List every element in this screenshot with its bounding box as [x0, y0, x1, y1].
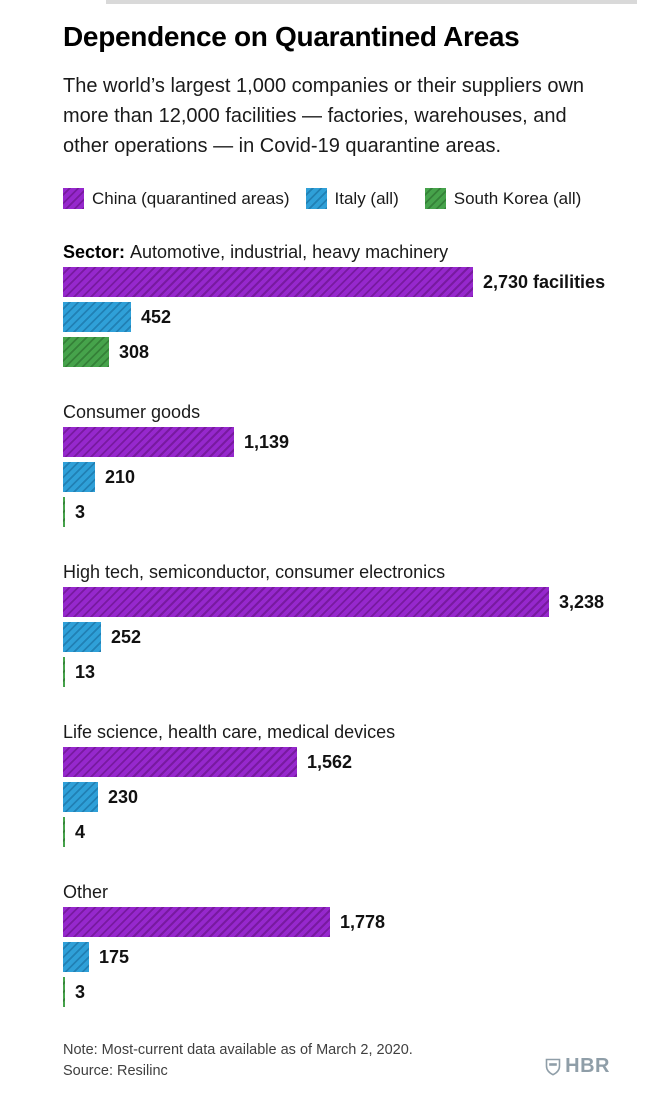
legend-label: Italy (all): [334, 188, 399, 208]
bar-row: 230: [63, 782, 610, 812]
bar-value-label: 1,778: [340, 911, 386, 932]
page-edge-strip: [106, 0, 637, 4]
bar-row: 308: [63, 337, 610, 367]
chart-group: Other 1,778 175 3: [63, 880, 610, 1007]
bar-value-label: 210: [105, 466, 136, 487]
group-label-text: High tech, semiconductor, consumer elect…: [63, 562, 446, 582]
group-label: High tech, semiconductor, consumer elect…: [63, 560, 610, 584]
china-bar: [63, 907, 330, 937]
bar-value-label: 230: [108, 786, 139, 807]
italy-swatch-icon: [305, 188, 327, 209]
page-title: Dependence on Quarantined Areas: [63, 21, 520, 52]
italy-bar: [63, 782, 98, 812]
hbr-logo-text: HBR: [565, 1055, 610, 1077]
chart-group: High tech, semiconductor, consumer elect…: [63, 560, 610, 687]
south-korea-bar: [63, 657, 65, 687]
bar-row: 13: [63, 657, 610, 687]
bar-value-label: 2,730 facilities: [483, 271, 606, 292]
bar-value-label: 308: [119, 341, 150, 362]
group-label-text: Life science, health care, medical devic…: [63, 722, 396, 742]
bar-row: 3,238: [63, 587, 610, 617]
legend-item-italy: Italy (all): [305, 188, 399, 209]
group-bars: 2,730 facilities 452 308: [63, 267, 610, 367]
south-korea-bar: [63, 337, 109, 367]
china-swatch-icon: [63, 188, 84, 209]
bar-value-label: 252: [111, 626, 142, 647]
legend-item-south-korea: South Korea (all): [424, 188, 582, 209]
chart: Sector: Automotive, industrial, heavy ma…: [63, 240, 610, 1007]
group-label: Other: [63, 880, 610, 904]
group-label-prefix: Sector:: [63, 242, 131, 262]
italy-bar: [63, 622, 101, 652]
bar-row: 210: [63, 462, 610, 492]
china-bar: [63, 747, 297, 777]
italy-bar: [63, 302, 131, 332]
group-bars: 1,139 210 3: [63, 427, 610, 527]
bar-value-label: 13: [75, 661, 96, 682]
legend-label: South Korea (all): [453, 188, 582, 208]
south-korea-bar: [63, 497, 65, 527]
bar-value-label: 452: [141, 306, 172, 327]
chart-group: Life science, health care, medical devic…: [63, 720, 610, 847]
china-bar: [63, 587, 549, 617]
bar-row: 452: [63, 302, 610, 332]
bar-value-label: 3,238: [559, 591, 605, 612]
group-label: Life science, health care, medical devic…: [63, 720, 610, 744]
italy-bar: [63, 462, 95, 492]
group-label-text: Consumer goods: [63, 402, 201, 422]
bar-row: 1,778: [63, 907, 610, 937]
bar-row: 1,139: [63, 427, 610, 457]
bar-value-label: 1,562: [307, 751, 353, 772]
group-bars: 1,562 230 4: [63, 747, 610, 847]
chart-group: Consumer goods 1,139 210 3: [63, 400, 610, 527]
group-label-text: Automotive, industrial, heavy machinery: [130, 242, 449, 262]
footer-source: Source: Resilinc: [63, 1063, 168, 1079]
south-korea-swatch-icon: [424, 188, 446, 209]
group-label-text: Other: [63, 882, 109, 902]
bar-row: 1,562: [63, 747, 610, 777]
legend-label: China (quarantined areas): [92, 188, 290, 208]
chart-group: Sector: Automotive, industrial, heavy ma…: [63, 240, 610, 367]
chart-subtitle: The world’s largest 1,000 companies or t…: [63, 75, 585, 157]
bar-value-label: 4: [75, 821, 86, 842]
china-bar: [63, 427, 234, 457]
group-bars: 3,238 252 13: [63, 587, 610, 687]
bar-value-label: 1,139: [244, 431, 290, 452]
group-label: Sector: Automotive, industrial, heavy ma…: [63, 240, 610, 264]
footer: Note: Most-current data available as of …: [63, 1040, 610, 1093]
bar-row: 4: [63, 817, 610, 847]
bar-value-label: 175: [99, 946, 130, 967]
hbr-logo: HBR: [545, 1055, 610, 1078]
legend-item-china: China (quarantined areas): [63, 188, 290, 209]
group-label: Consumer goods: [63, 400, 610, 424]
bar-row: 3: [63, 977, 610, 1007]
china-bar: [63, 267, 473, 297]
footer-note: Note: Most-current data available as of …: [63, 1042, 413, 1058]
south-korea-bar: [63, 817, 65, 847]
bar-row: 175: [63, 942, 610, 972]
bar-row: 252: [63, 622, 610, 652]
hbr-shield-icon: [545, 1058, 561, 1076]
south-korea-bar: [63, 977, 65, 1007]
legend: China (quarantined areas) Italy (all) So…: [63, 188, 610, 209]
bar-row: 2,730 facilities: [63, 267, 610, 297]
bar-row: 3: [63, 497, 610, 527]
group-bars: 1,778 175 3: [63, 907, 610, 1007]
bar-value-label: 3: [75, 981, 86, 1002]
bar-value-label: 3: [75, 501, 86, 522]
italy-bar: [63, 942, 89, 972]
